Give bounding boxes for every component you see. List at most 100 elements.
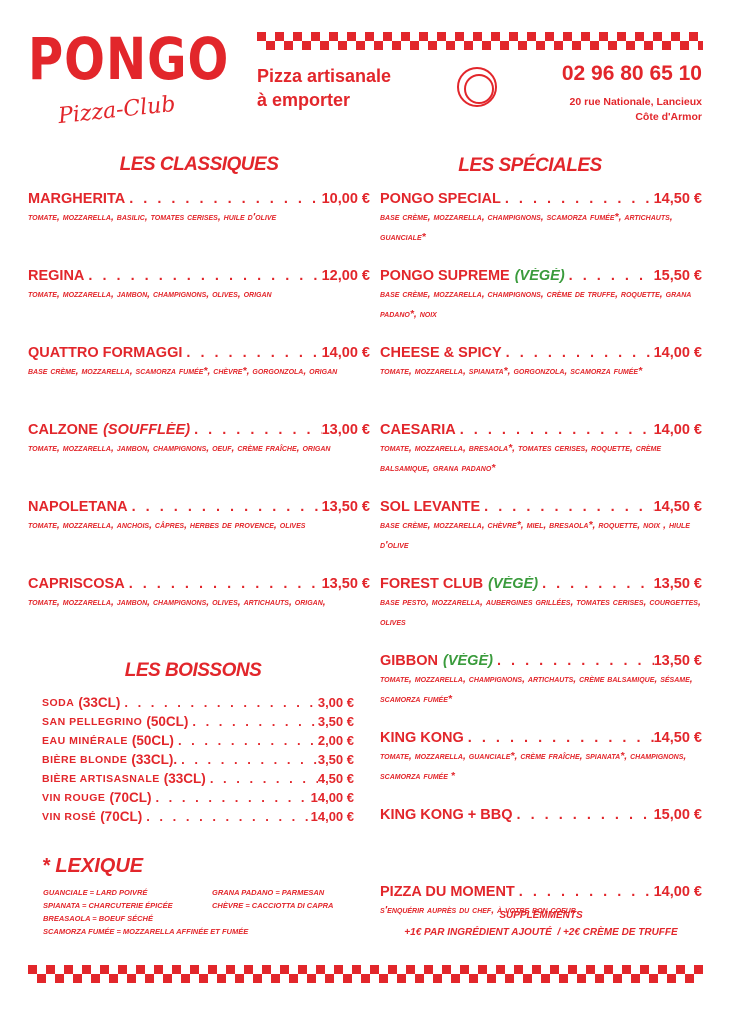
leader-dots	[125, 576, 322, 592]
item-price: 13,50 €	[321, 576, 370, 592]
item-line: CAESARIA 14,00 €	[380, 422, 702, 438]
item-name: PONGO SPECIAL	[380, 191, 501, 207]
menu-item: QUATTRO FORMAGGI 14,00 € BASE CRÈME, MOZZA…	[28, 345, 370, 382]
item-price: 15,00 €	[653, 807, 702, 823]
item-line: PIZZA DU MOMENT 14,00 €	[380, 884, 702, 900]
menu-item: REGINA 12,00 € TOMATE, MOZZARELLA, JAMBON,…	[28, 268, 370, 305]
leader-dots	[513, 807, 654, 823]
item-line: KING KONG + BBQ 15,00 €	[380, 807, 702, 823]
item-name: PIZZA DU MOMENT	[380, 884, 515, 900]
lexique-entry: SPIANATA = CHARCUTERIE ÉPICÉE	[43, 901, 173, 910]
menu-item: KING KONG 14,50 € TOMATE, MOZZARELLA, GUAN…	[380, 730, 702, 786]
drinks-list: SODA(33CL)3,00 €SAN PELLEGRINO(50CL)3,50…	[42, 693, 354, 826]
menu-item: NAPOLETANA 13,50 € TOMATE, MOZZARELLA, ANC…	[28, 499, 370, 536]
leader-dots	[182, 345, 321, 361]
checker-border-top	[257, 32, 703, 50]
item-name: CAPRISCOSA	[28, 576, 125, 592]
item-name: KING KONG + BBQ	[380, 807, 513, 823]
checker-border-bottom	[28, 965, 703, 983]
lexique-entry: SCAMORZA FUMÉE = MOZZARELLA AFFINÉE ET F…	[43, 927, 249, 936]
item-price: 14,50 €	[653, 191, 702, 207]
item-description: BASE CRÈME, MOZZARELLA, CHAMPIGNONS, CRÈ…	[380, 288, 692, 320]
logo-subtitle: Pizza-Club	[56, 91, 177, 130]
drink-price: 14,00 €	[310, 790, 354, 805]
drink-volume: (33CL)	[78, 695, 121, 710]
drink-price: 2,00 €	[317, 733, 354, 748]
item-description: TOMATE, MOZZARELLA, JAMBON, CHAMPIGNONS,…	[28, 442, 331, 454]
pizza-seal-icon	[457, 67, 497, 107]
leader-dots	[190, 422, 322, 438]
menu-item: MARGHERITA 10,00 € TOMATE, MOZZARELLA, BAS…	[28, 191, 370, 228]
vege-badge: (VÉGÉ)	[443, 653, 493, 669]
menu-item: CALZONE(SOUFFLÉE) 13,00 € TOMATE, MOZZAREL…	[28, 422, 370, 459]
item-description: TOMATE, MOZZARELLA, ANCHOIS, CÂPRES, HER…	[28, 519, 306, 531]
drink-name: BIÈRE ARTISASNALE	[42, 772, 160, 785]
supplements-line: +1€ PAR INGRÉDIENT AJOUTÉ / +2€ CRÈME DE…	[404, 927, 678, 938]
item-line: GIBBON (VÉGÉ) 13,50 €	[380, 653, 702, 669]
leader-dots	[493, 653, 654, 669]
phone-number: 02 96 80 65 10	[561, 62, 702, 85]
logo-wordmark: PONGO	[28, 26, 230, 94]
address-line1: 20 rue Nationale, Lancieux	[569, 96, 702, 108]
item-line: REGINA 12,00 €	[28, 268, 370, 284]
address: 20 rue Nationale, Lancieux Côte d'Armor	[570, 95, 702, 125]
lexique-entry: CHÈVRE = CACCIOTTA DI CAPRA	[212, 901, 334, 910]
lexique-entry: GUANCIALE = LARD POIVRÉ	[43, 888, 148, 897]
item-name: REGINA	[28, 268, 85, 284]
item-name: CAESARIA	[380, 422, 456, 438]
tagline: Pizza artisanale à emporter	[257, 64, 391, 112]
item-line: PONGO SPECIAL 14,50 €	[380, 191, 702, 207]
heading-classiques: LES CLASSIQUES	[119, 154, 279, 175]
leader-dots	[501, 191, 654, 207]
tagline-line1: Pizza artisanale	[257, 66, 392, 86]
item-line: QUATTRO FORMAGGI 14,00 €	[28, 345, 370, 361]
leader-dots	[120, 695, 317, 710]
item-price: 13,50 €	[653, 576, 702, 592]
leader-dots	[174, 733, 318, 748]
leader-dots	[142, 809, 310, 824]
item-name: SOL LEVANTE	[380, 499, 481, 515]
item-description: TOMATE, MOZZARELLA, GUANCIALE*, CRÈME FR…	[380, 750, 687, 782]
heading-boissons: LES BOISSONS	[124, 660, 262, 681]
item-line: PONGO SUPREME(VÉGÉ) 15,50 €	[380, 268, 702, 284]
drink-name: SAN PELLEGRINO	[42, 715, 143, 728]
drink-item: SAN PELLEGRINO(50CL) 3,50 €	[42, 712, 354, 731]
leader-dots	[125, 191, 321, 207]
item-line: FOREST CLUB(VÉGÉ) 13,50 €	[380, 576, 702, 592]
item-price: 13,50 €	[321, 499, 370, 515]
leader-dots	[128, 499, 322, 515]
item-price: 14,50 €	[653, 730, 702, 746]
menu-item: PONGO SUPREME(VÉGÉ) 15,50 € BASE CRÈME, MO…	[380, 268, 702, 324]
leader-dots	[177, 752, 318, 767]
drink-name: SODA	[42, 696, 75, 709]
item-name: CHEESE & SPICY	[380, 345, 502, 361]
item-description: TOMATE, MOZZARELLA, CHAMPIGNONS, ARTICHA…	[380, 673, 693, 705]
vege-badge: (VÉGÉ)	[488, 576, 539, 592]
leader-dots	[151, 790, 310, 805]
drink-price: 4,50 €	[317, 771, 354, 786]
item-description: TOMATE, MOZZARELLA, BASILIC, TOMATES CER…	[28, 211, 277, 223]
item-description: BASE PESTO, MOZZARELLA, AUBERGINES GRILL…	[380, 596, 701, 628]
item-description: BASE CRÈME, MOZZARELLA, CHÈVRE*, MIEL, B…	[380, 519, 690, 551]
drink-item: BIÈRE ARTISASNALE(33CL) 4,50 €	[42, 769, 354, 788]
menu-item: CHEESE & SPICY 14,00 € TOMATE, MOZZARELLA,…	[380, 345, 702, 382]
menu-item: PIZZA DU MOMENT 14,00 € S'ENQUÉRIR AUPRÈS …	[380, 884, 702, 921]
drink-item: VIN ROSÉ(70CL) 14,00 €	[42, 807, 354, 826]
drink-volume: (33CL)	[163, 771, 206, 786]
leader-dots	[188, 714, 317, 729]
menu-item: FOREST CLUB(VÉGÉ) 13,50 € BASE PESTO, MOZZ…	[380, 576, 702, 632]
leader-dots	[502, 345, 654, 361]
lexique-entry: BREASAOLA = BOEUF SÉCHÉ	[43, 914, 153, 923]
leader-dots	[464, 730, 654, 746]
item-line: KING KONG 14,50 €	[380, 730, 702, 746]
item-name: MARGHERITA	[28, 191, 126, 207]
drink-volume: (70CL)	[100, 809, 143, 824]
item-price: 14,00 €	[653, 422, 702, 438]
item-description: BASE CRÈME, MOZZARELLA, CHAMPIGNONS, SCA…	[380, 211, 673, 243]
item-line: NAPOLETANA 13,50 €	[28, 499, 370, 515]
item-description: TOMATE, MOZZARELLA, SPIANATA*, GORGONZOL…	[380, 365, 643, 377]
item-line: CAPRISCOSA 13,50 €	[28, 576, 370, 592]
item-price: 10,00 €	[321, 191, 370, 207]
item-name: QUATTRO FORMAGGI	[28, 345, 183, 361]
item-name: GIBBON	[380, 653, 438, 669]
